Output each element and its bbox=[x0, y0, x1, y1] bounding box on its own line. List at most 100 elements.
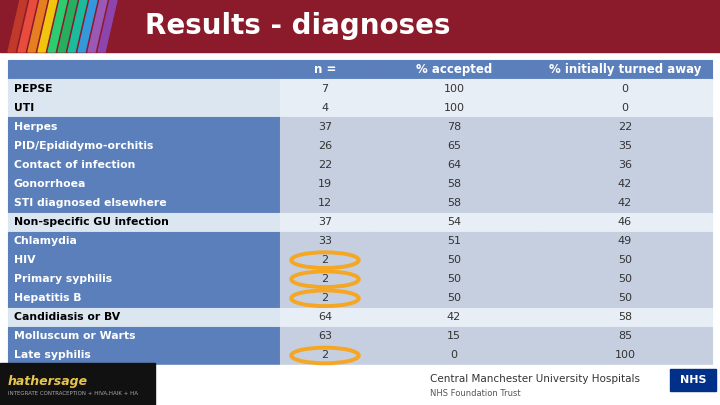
Bar bbox=[370, 327, 538, 346]
Bar bbox=[370, 98, 538, 117]
Text: PID/Epididymo-orchitis: PID/Epididymo-orchitis bbox=[14, 141, 153, 151]
Bar bbox=[280, 98, 370, 117]
Bar bbox=[370, 117, 538, 136]
Bar bbox=[370, 175, 538, 194]
Bar bbox=[280, 194, 370, 213]
Bar bbox=[280, 117, 370, 136]
Polygon shape bbox=[58, 0, 77, 52]
Text: 50: 50 bbox=[618, 274, 632, 284]
Text: 63: 63 bbox=[318, 331, 332, 341]
Text: 42: 42 bbox=[618, 198, 632, 208]
Text: 50: 50 bbox=[447, 274, 461, 284]
Text: 100: 100 bbox=[444, 102, 464, 113]
Bar bbox=[280, 155, 370, 175]
Bar bbox=[538, 155, 712, 175]
Bar bbox=[280, 232, 370, 251]
Bar bbox=[280, 213, 370, 232]
Bar bbox=[8, 213, 280, 232]
Bar bbox=[280, 251, 370, 270]
Bar bbox=[8, 98, 280, 117]
Text: 7: 7 bbox=[321, 83, 328, 94]
Bar bbox=[8, 232, 280, 251]
Bar bbox=[370, 346, 538, 365]
Bar bbox=[370, 136, 538, 155]
Bar bbox=[8, 136, 280, 155]
Bar bbox=[8, 346, 280, 365]
Bar bbox=[8, 60, 280, 79]
Text: 42: 42 bbox=[618, 179, 632, 189]
Polygon shape bbox=[8, 0, 27, 52]
Text: Molluscum or Warts: Molluscum or Warts bbox=[14, 331, 135, 341]
Bar bbox=[370, 270, 538, 289]
Text: 0: 0 bbox=[621, 102, 629, 113]
Bar bbox=[280, 327, 370, 346]
Bar bbox=[280, 289, 370, 308]
Text: 12: 12 bbox=[318, 198, 332, 208]
Text: hathersage: hathersage bbox=[8, 375, 88, 388]
Bar bbox=[370, 194, 538, 213]
Text: 22: 22 bbox=[318, 160, 332, 170]
Bar bbox=[538, 270, 712, 289]
Bar bbox=[538, 194, 712, 213]
Bar bbox=[8, 79, 280, 98]
Text: 0: 0 bbox=[621, 83, 629, 94]
Bar bbox=[280, 60, 370, 79]
Bar bbox=[0, 363, 155, 405]
Text: 42: 42 bbox=[447, 312, 461, 322]
Text: Chlamydia: Chlamydia bbox=[14, 236, 78, 246]
Polygon shape bbox=[48, 0, 67, 52]
Text: % initially turned away: % initially turned away bbox=[549, 63, 701, 76]
Text: Gonorrhoea: Gonorrhoea bbox=[14, 179, 86, 189]
Text: 46: 46 bbox=[618, 217, 632, 227]
Text: 2: 2 bbox=[321, 350, 328, 360]
Text: 36: 36 bbox=[618, 160, 632, 170]
Text: 64: 64 bbox=[318, 312, 332, 322]
Text: 50: 50 bbox=[618, 293, 632, 303]
Bar bbox=[670, 369, 716, 391]
Text: 78: 78 bbox=[447, 122, 461, 132]
Bar bbox=[8, 155, 280, 175]
Text: 0: 0 bbox=[451, 350, 457, 360]
Polygon shape bbox=[68, 0, 87, 52]
Bar bbox=[370, 289, 538, 308]
Bar bbox=[370, 79, 538, 98]
Text: 2: 2 bbox=[321, 255, 328, 265]
Bar bbox=[280, 175, 370, 194]
Text: 58: 58 bbox=[618, 312, 632, 322]
Bar bbox=[280, 79, 370, 98]
Text: 26: 26 bbox=[318, 141, 332, 151]
Text: 85: 85 bbox=[618, 331, 632, 341]
Text: Late syphilis: Late syphilis bbox=[14, 350, 91, 360]
Polygon shape bbox=[38, 0, 57, 52]
Bar bbox=[370, 60, 538, 79]
Bar bbox=[280, 270, 370, 289]
Bar bbox=[370, 213, 538, 232]
Bar bbox=[538, 232, 712, 251]
Bar bbox=[0, 0, 720, 52]
Bar bbox=[280, 136, 370, 155]
Bar bbox=[370, 251, 538, 270]
Bar bbox=[538, 117, 712, 136]
Polygon shape bbox=[28, 0, 47, 52]
Bar bbox=[538, 175, 712, 194]
Text: 2: 2 bbox=[321, 274, 328, 284]
Text: 100: 100 bbox=[444, 83, 464, 94]
Polygon shape bbox=[88, 0, 107, 52]
Bar bbox=[280, 308, 370, 327]
Bar bbox=[538, 79, 712, 98]
Text: 22: 22 bbox=[618, 122, 632, 132]
Text: Herpes: Herpes bbox=[14, 122, 58, 132]
Text: PEPSE: PEPSE bbox=[14, 83, 53, 94]
Bar bbox=[8, 270, 280, 289]
Bar bbox=[538, 346, 712, 365]
Bar bbox=[8, 175, 280, 194]
Bar bbox=[280, 346, 370, 365]
Bar bbox=[538, 136, 712, 155]
Text: 58: 58 bbox=[447, 198, 461, 208]
Text: UTI: UTI bbox=[14, 102, 35, 113]
Polygon shape bbox=[78, 0, 97, 52]
Text: Central Manchester University Hospitals: Central Manchester University Hospitals bbox=[430, 374, 640, 384]
Text: 65: 65 bbox=[447, 141, 461, 151]
Text: Non-specific GU infection: Non-specific GU infection bbox=[14, 217, 169, 227]
Bar bbox=[8, 194, 280, 213]
